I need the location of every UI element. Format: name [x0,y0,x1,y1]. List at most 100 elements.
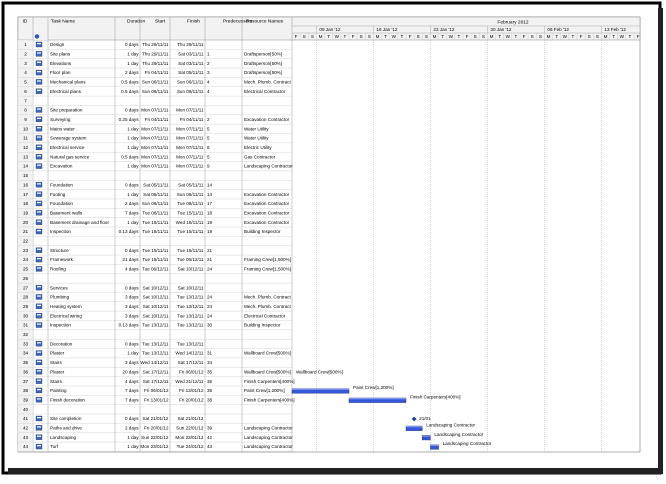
cell-name: Footing [50,192,66,197]
day-label: T [629,34,632,39]
cell-id: 16 [23,182,29,187]
task-icon [35,41,43,48]
task-bar-shine [349,397,406,400]
task-icon-mark [37,342,41,344]
cell-id: 23 [23,248,29,253]
cell-pred: 17 [207,201,213,206]
cell-id: 14 [23,164,29,169]
cell-duration: 3 days [125,295,139,300]
task-icon-mark [37,445,41,447]
cell-start: Mon 23/01/12 [140,444,169,449]
cell-finish: Tue 24/01/12 [177,444,204,449]
cell-name: Natural gas service [50,154,90,159]
cell-start: Tue 15/11/11 [142,257,169,262]
day-label: S [531,34,534,39]
cell-duration: 1 day [127,145,139,150]
cell-start: Tue 15/11/11 [142,220,169,225]
cell-pred: 14 [207,192,213,197]
task-icon [35,144,43,151]
task-icon [35,350,43,356]
cell-start: Fri 04/11/11 [145,117,169,122]
cell-id: 28 [23,295,29,300]
cell-duration: 0 days [125,248,139,253]
week-label: 13 Feb '12 [604,27,626,32]
cell-pred: 4 [207,80,210,85]
cell-name: Paths and drive [50,426,82,431]
cell-duration: 4 days [125,379,139,384]
task-icon-mark [37,117,41,119]
day-label: F [523,34,526,39]
task-icon [35,294,43,300]
day-label: S [539,34,542,39]
cell-id: 26 [23,276,29,281]
task-icon-mark [37,127,41,129]
cell-start: Sat 21/01/12 [142,416,168,421]
cell-finish: Fri 04/11/11 [180,117,204,122]
cell-duration: 1 day [127,220,139,225]
cell-finish: Sun 06/11/11 [177,80,204,85]
cell-resource: Landscaping Contractor [244,426,293,431]
task-icon-mark [37,80,41,82]
cell-pred: 38 [207,397,213,402]
cell-start: Sat 10/12/11 [143,295,169,300]
cell-start: Fri 06/01/12 [144,388,169,393]
day-label: M [490,34,494,39]
task-icon [35,69,43,76]
cell-duration: 0 days [125,341,139,346]
cell-start: Sat 10/12/11 [143,285,169,290]
cell-finish: Sun 06/11/11 [177,89,204,94]
column-header: Duration [127,18,145,24]
cell-pred: 21 [207,257,213,262]
cell-name: Stairs [50,360,62,365]
task-icon [35,219,43,225]
task-icon-mark [37,192,41,194]
cell-duration: 0 days [125,108,139,113]
cell-id: 17 [23,192,29,197]
task-icon [35,154,43,160]
cell-id: 31 [23,323,29,328]
cell-pred: 24 [207,304,213,309]
cell-name: Surveying [50,117,71,122]
cell-duration: 3 days [125,304,139,309]
cell-name: Inspection [50,229,71,234]
cell-id: 43 [23,435,29,440]
day-label: F [466,34,469,39]
cell-pred: 30 [207,323,213,328]
cell-pred: 34 [207,360,213,365]
task-icon [35,191,43,197]
cell-name: Framework [50,257,74,262]
cell-name: Electrical service [50,145,85,150]
task-icon [35,359,43,366]
task-icon [35,126,43,132]
cell-finish: Sat 10/12/11 [178,267,204,272]
cell-pred: 19 [207,229,213,234]
task-icon [35,322,43,328]
cell-pred: 35 [207,379,213,384]
cell-duration: 1 day [127,136,139,141]
task-icon [35,378,43,384]
cell-duration: 0.5 days [121,80,139,85]
cell-name: Foundation [50,201,73,206]
day-label: W [449,34,454,39]
task-icon-mark [37,89,41,91]
milestone-label: 21/01 [419,416,431,421]
cell-name: Services [50,285,68,290]
column-header: Task Name [51,18,75,24]
day-label: M [547,34,551,39]
cell-id: 20 [23,220,29,225]
cell-pred: 14 [207,182,213,187]
cell-start: Tue 15/11/11 [142,229,169,234]
task-icon [35,51,43,57]
cell-resource: Excavation Contractor [244,220,290,225]
week-label: 06 Feb '12 [547,27,569,32]
task-icon-mark [37,323,41,325]
cell-start: Tue 13/12/11 [142,351,169,356]
header-band [17,16,641,41]
cell-name: Landscaping [50,435,76,440]
cell-name: Plumbing [50,295,70,300]
milestone [411,416,417,422]
cell-name: Turf [50,444,59,449]
cell-pred: 24 [207,295,213,300]
bar-resource-label: Finish Carpenters[400%] [410,394,461,399]
